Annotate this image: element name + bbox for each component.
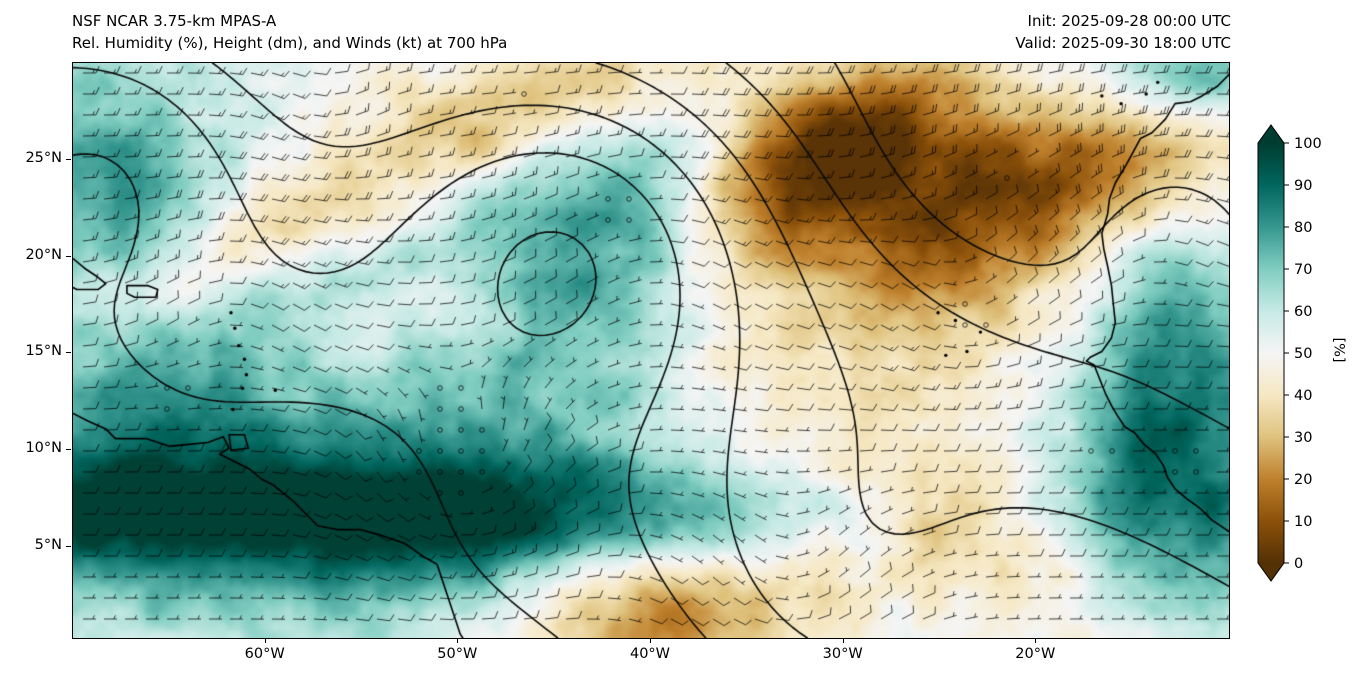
x-tick-mark: [457, 638, 459, 643]
x-tick-label: 40°W: [629, 646, 671, 662]
colorbar-tick-label: 90: [1294, 178, 1312, 194]
colorbar-svg: 0 10 20 30 40 50 60 70 80 90 100: [1257, 124, 1322, 582]
colorbar-tick-label: 50: [1294, 346, 1312, 362]
colorbar-tick-label: 20: [1294, 472, 1312, 488]
colorbar-tick-label: 40: [1294, 388, 1312, 404]
colorbar-tick-label: 30: [1294, 430, 1312, 446]
valid-time: Valid: 2025-09-30 18:00 UTC: [1015, 34, 1231, 52]
y-tick-label: 10°N: [25, 440, 62, 457]
model-title: NSF NCAR 3.75-km MPAS-A: [72, 12, 277, 30]
y-tick-label: 5°N: [34, 537, 62, 553]
x-tick-label: 50°W: [437, 646, 478, 662]
colorbar-gradient-bar: [1257, 124, 1285, 582]
colorbar-tick-label: 0: [1294, 556, 1303, 572]
y-tick-label: 20°N: [25, 246, 62, 263]
colorbar-tick-label: 80: [1294, 220, 1312, 236]
colorbar-tick-label: 100: [1294, 136, 1322, 152]
y-tick-mark: [66, 255, 71, 257]
x-tick-label: 20°W: [1015, 646, 1056, 662]
y-tick-mark: [66, 352, 71, 354]
x-tick-label: 60°W: [244, 646, 285, 662]
y-tick-mark: [66, 158, 71, 160]
x-tick-label: 30°W: [822, 646, 863, 662]
colorbar-tick-label: 10: [1294, 514, 1312, 530]
field-title: Rel. Humidity (%), Height (dm), and Wind…: [72, 34, 508, 52]
colorbar-unit-label: [%]: [1330, 337, 1347, 363]
map-canvas: [73, 63, 1229, 638]
y-tick-label: 25°N: [25, 149, 62, 166]
colorbar-tick-label: 60: [1294, 304, 1312, 320]
y-tick-mark: [66, 449, 71, 451]
x-tick-mark: [650, 638, 651, 643]
y-tick-mark: [66, 546, 71, 547]
title-block: NSF NCAR 3.75-km MPAS-A Rel. Humidity (%…: [72, 10, 507, 54]
map-plot-area: [72, 62, 1230, 639]
colorbar: 0 10 20 30 40 50 60 70 80 90 100: [1250, 123, 1360, 589]
x-tick-mark: [1035, 638, 1037, 643]
colorbar-tick-label: 70: [1294, 262, 1312, 278]
y-tick-label: 15°N: [25, 343, 62, 360]
x-tick-mark: [842, 638, 844, 643]
time-block: Init: 2025-09-28 00:00 UTC Valid: 2025-0…: [1015, 10, 1231, 54]
init-time: Init: 2025-09-28 00:00 UTC: [1027, 12, 1231, 30]
x-tick-mark: [264, 638, 266, 643]
